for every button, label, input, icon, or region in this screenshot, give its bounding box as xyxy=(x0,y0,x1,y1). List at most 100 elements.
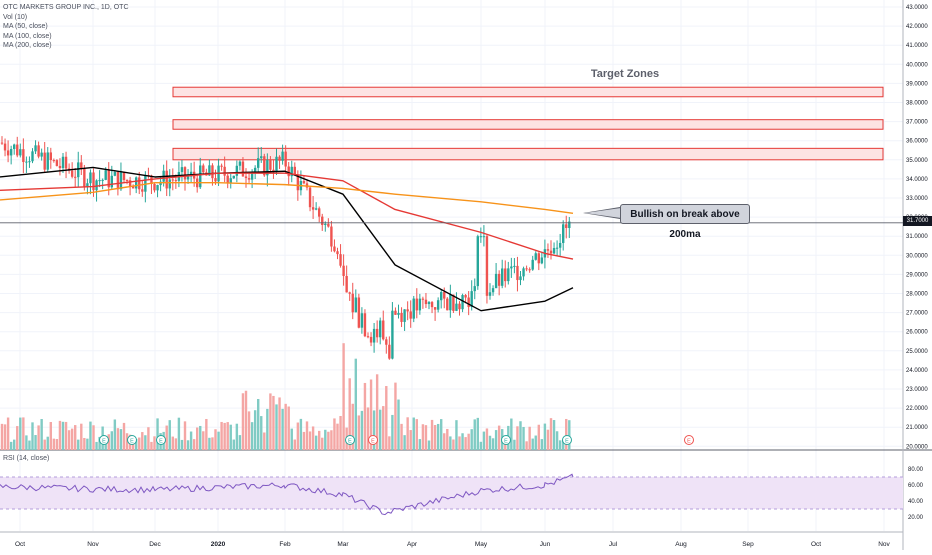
candle-body xyxy=(101,179,104,181)
candle-body xyxy=(363,313,367,337)
volume-bar xyxy=(61,421,65,450)
candle-body xyxy=(6,150,10,156)
volume-bar xyxy=(482,431,486,450)
candle-body xyxy=(284,151,287,167)
volume-bar xyxy=(266,408,269,450)
candle-body xyxy=(467,297,470,308)
rsi-tick-label: 60.00 xyxy=(908,483,924,489)
candle-body xyxy=(424,299,428,305)
candle-body xyxy=(552,247,556,254)
candle-body xyxy=(318,208,321,217)
candle-body xyxy=(308,187,312,208)
candle-body xyxy=(534,253,537,260)
candle-body xyxy=(138,177,141,190)
candle-body xyxy=(339,254,342,266)
volume-bar xyxy=(135,439,138,450)
volume-bar xyxy=(223,422,226,450)
legend-ma100[interactable]: MA (100, close) xyxy=(3,32,52,40)
candle-body xyxy=(199,165,202,188)
volume-bar xyxy=(552,420,556,450)
candle-body xyxy=(3,143,7,151)
candle-body xyxy=(116,171,120,190)
volume-bar xyxy=(382,406,385,450)
candle-body xyxy=(28,161,31,163)
target-zones-title[interactable]: Target Zones xyxy=(590,68,660,80)
candle-body xyxy=(336,251,339,255)
volume-bar xyxy=(119,429,123,450)
candle-body xyxy=(174,180,178,182)
price-tick-label: 23.0000 xyxy=(906,387,928,393)
volume-bar xyxy=(226,422,229,450)
volume-bar xyxy=(16,426,19,450)
volume-bar xyxy=(467,433,470,450)
time-tick-label: Sep xyxy=(742,541,754,548)
volume-bar xyxy=(250,422,254,450)
legend-symbol[interactable]: OTC MARKETS GROUP INC., 1D, OTC xyxy=(3,4,129,11)
candle-body xyxy=(525,268,528,270)
volume-bar xyxy=(440,419,443,450)
candle-body xyxy=(165,170,168,189)
legend-ma50[interactable]: MA (50, close) xyxy=(3,23,48,30)
event-marker xyxy=(345,435,355,445)
volume-bar xyxy=(299,418,303,450)
volume-bar xyxy=(86,438,89,450)
price-tick-label: 29.0000 xyxy=(906,272,928,278)
candle-body xyxy=(43,152,46,170)
candle-body xyxy=(235,165,239,176)
volume-bar xyxy=(37,425,40,450)
time-tick-label: Mar xyxy=(337,541,349,548)
price-tick-label: 31.0000 xyxy=(906,234,928,240)
volume-bar xyxy=(275,404,278,450)
volume-bar xyxy=(494,430,498,450)
volume-bar xyxy=(22,417,25,450)
price-tick-label: 30.0000 xyxy=(906,253,928,259)
volume-bar xyxy=(385,386,388,450)
event-marker xyxy=(684,435,694,445)
bullish-callout[interactable]: Bullish on break above 200ma xyxy=(620,204,750,240)
candle-body xyxy=(80,162,83,169)
volume-bar xyxy=(522,426,525,450)
candle-body xyxy=(494,273,498,289)
price-tick-label: 20.0000 xyxy=(906,444,928,450)
volume-bar xyxy=(67,430,71,450)
volume-bar xyxy=(253,410,257,450)
volume-bar xyxy=(214,429,217,450)
legend-ma200[interactable]: MA (200, close) xyxy=(3,42,52,49)
candle-body xyxy=(488,292,492,296)
volume-bar xyxy=(211,437,214,450)
price-tick-label: 27.0000 xyxy=(906,311,928,317)
volume-bar xyxy=(369,379,373,450)
candle-body xyxy=(360,313,364,328)
volume-bar xyxy=(80,423,83,450)
rsi-tick-label: 80.00 xyxy=(908,467,924,473)
time-tick-label: Feb xyxy=(279,541,291,548)
candle-body xyxy=(70,170,74,177)
candle-body xyxy=(479,236,483,238)
candle-body xyxy=(555,247,559,249)
candle-body xyxy=(89,172,92,184)
volume-bar xyxy=(141,432,144,450)
volume-bar xyxy=(113,419,117,450)
volume-bar xyxy=(293,439,296,450)
legend-vol[interactable]: Vol (10) xyxy=(3,13,28,21)
volume-bar xyxy=(122,422,126,450)
candle-body xyxy=(74,176,77,178)
volume-bar xyxy=(107,434,110,450)
volume-bar xyxy=(229,424,232,450)
volume-bar xyxy=(473,419,476,450)
volume-bar xyxy=(168,420,171,450)
volume-bar xyxy=(327,431,330,450)
volume-bar xyxy=(217,431,220,450)
last-price-tag: 31.7000 xyxy=(903,216,932,226)
volume-bar xyxy=(342,343,345,450)
candle-body xyxy=(95,180,98,191)
rsi-legend[interactable]: RSI (14, close) xyxy=(3,455,50,462)
candle-body xyxy=(25,161,28,163)
candle-body xyxy=(497,273,501,286)
event-marker-label: E xyxy=(687,439,691,445)
volume-bar xyxy=(479,441,483,450)
ma-line xyxy=(0,172,574,260)
time-tick-label: Oct xyxy=(15,541,25,548)
